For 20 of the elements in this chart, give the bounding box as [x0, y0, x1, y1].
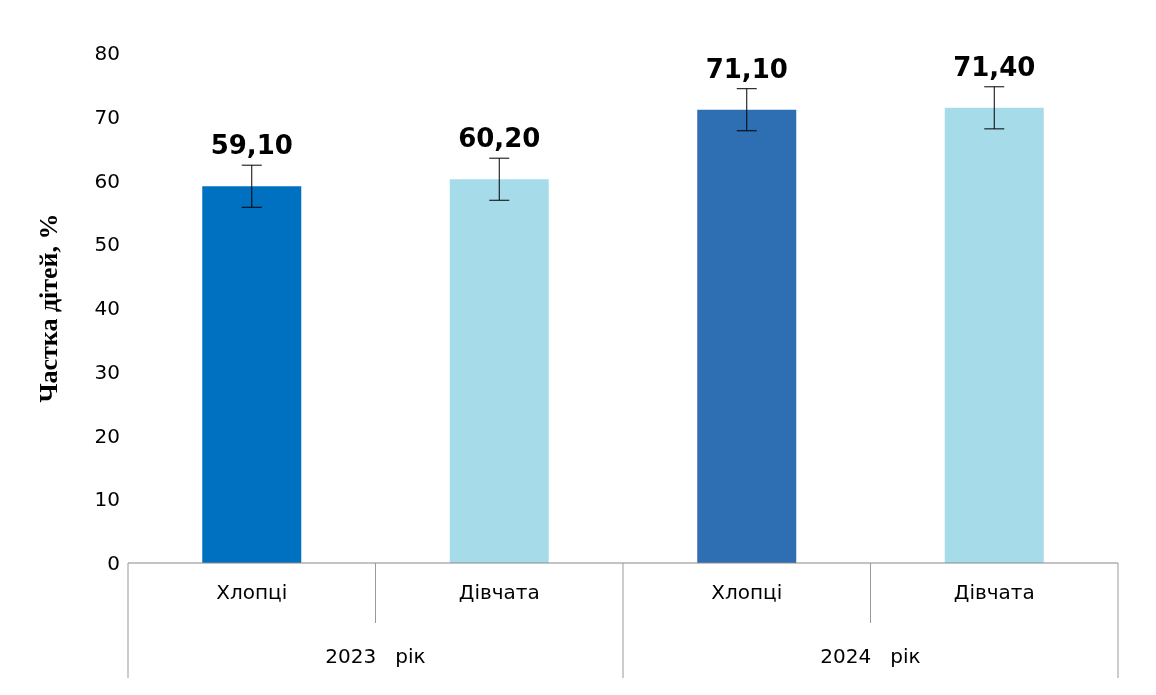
y-tick-label: 30 — [94, 359, 120, 384]
y-tick-label: 70 — [94, 104, 120, 129]
text: 2023 рік — [325, 644, 426, 668]
x-tick-label: Хлопці — [711, 580, 783, 604]
y-tick-label: 60 — [94, 168, 120, 193]
y-tick-label: 80 — [94, 41, 120, 66]
y-axis-title: Частка дітей, % — [34, 213, 64, 403]
data-label: 71,40 — [953, 51, 1036, 82]
data-label: 71,10 — [705, 53, 788, 84]
x-tick-label: Хлопці — [216, 580, 288, 604]
y-tick-label: 40 — [94, 296, 120, 321]
y-tick-label: 10 — [94, 487, 120, 512]
x-tick-label: Дівчата — [953, 580, 1035, 604]
data-label: 60,20 — [458, 123, 541, 154]
y-tick-label: 50 — [94, 232, 120, 257]
text: 2024 рік — [820, 644, 921, 668]
x-tick-label: Дівчата — [458, 580, 540, 604]
y-tick-label: 20 — [94, 423, 120, 448]
y-tick-label: 0 — [107, 551, 120, 576]
data-label: 59,10 — [210, 130, 293, 161]
